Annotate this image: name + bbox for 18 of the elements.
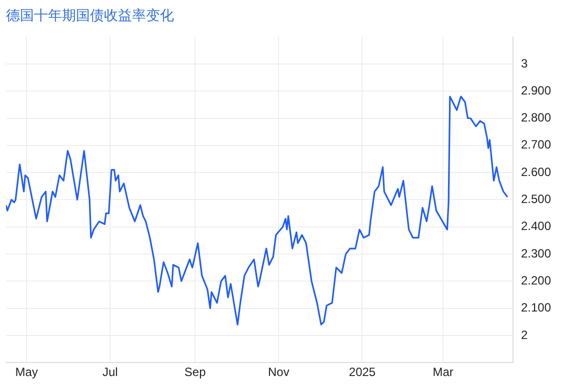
x-tick-label: Mar xyxy=(432,365,454,380)
y-tick-label: 2.200 xyxy=(520,273,552,288)
y-tick-label: 2 xyxy=(520,328,528,342)
y-tick-label: 2.700 xyxy=(520,138,552,152)
y-tick-label: 3 xyxy=(520,56,528,70)
y-tick-label: 2.300 xyxy=(520,246,552,260)
x-tick-label: Nov xyxy=(268,365,290,380)
y-tick-label: 2.400 xyxy=(520,219,552,234)
x-tick-label: May xyxy=(15,365,38,380)
y-tick-label: 2.900 xyxy=(520,83,552,98)
chart-title: 德国十年期国债收益率变化 xyxy=(6,8,174,24)
x-tick-label: Sep xyxy=(184,365,206,380)
x-tick-label: Jul xyxy=(102,365,118,380)
x-tick-label: 2025 xyxy=(348,365,376,380)
y-tick-label: 2.500 xyxy=(520,192,552,206)
y-tick-label: 2.100 xyxy=(520,300,552,315)
y-tick-label: 2.800 xyxy=(520,110,552,125)
y-tick-label: 2.600 xyxy=(520,164,552,179)
